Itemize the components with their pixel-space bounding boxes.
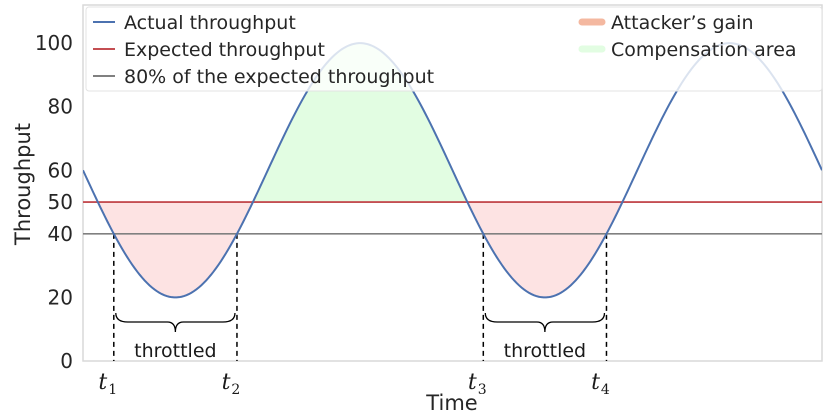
y-tick-label: 60: [48, 158, 73, 182]
legend-box: [85, 6, 823, 92]
throttled-brace: [484, 312, 606, 333]
legend-label: Expected throughput: [124, 39, 325, 61]
throttled-label: throttled: [504, 340, 586, 362]
attacker-gain-area: [97, 202, 253, 298]
y-tick-label: 80: [48, 95, 73, 119]
y-axis-label: Throughput: [11, 123, 35, 246]
legend: Actual throughput Expected throughput 80% …: [85, 6, 823, 92]
y-axis-ticks: 0 20 40 50 60 80 100: [35, 31, 73, 373]
y-tick-label: 20: [48, 285, 73, 309]
time-mark-label: t1: [98, 370, 117, 398]
time-mark-label: t4: [591, 370, 610, 398]
compensation-area: [252, 43, 468, 203]
attacker-gain-area: [467, 202, 623, 298]
y-tick-label: 100: [35, 31, 73, 55]
legend-label: 80% of the expected throughput: [124, 66, 434, 88]
y-tick-label: 50: [48, 190, 73, 214]
throttled-label: throttled: [134, 340, 216, 362]
x-axis-label: Time: [425, 391, 477, 415]
reference-lines: [83, 201, 822, 235]
y-tick-label: 0: [60, 349, 73, 373]
legend-label: Actual throughput: [124, 12, 296, 34]
throttled-brace: [115, 312, 236, 333]
time-mark-label: t2: [222, 370, 241, 398]
y-tick-label: 40: [48, 222, 73, 246]
legend-label: Attacker’s gain: [611, 12, 753, 34]
shaded-areas: [97, 43, 623, 298]
throttled-braces: throttled throttled: [115, 312, 606, 362]
time-marker-lines: [113, 233, 608, 361]
legend-label: Compensation area: [611, 39, 797, 61]
x-axis-time-marks: t1 t2 t3 t4: [98, 370, 610, 398]
